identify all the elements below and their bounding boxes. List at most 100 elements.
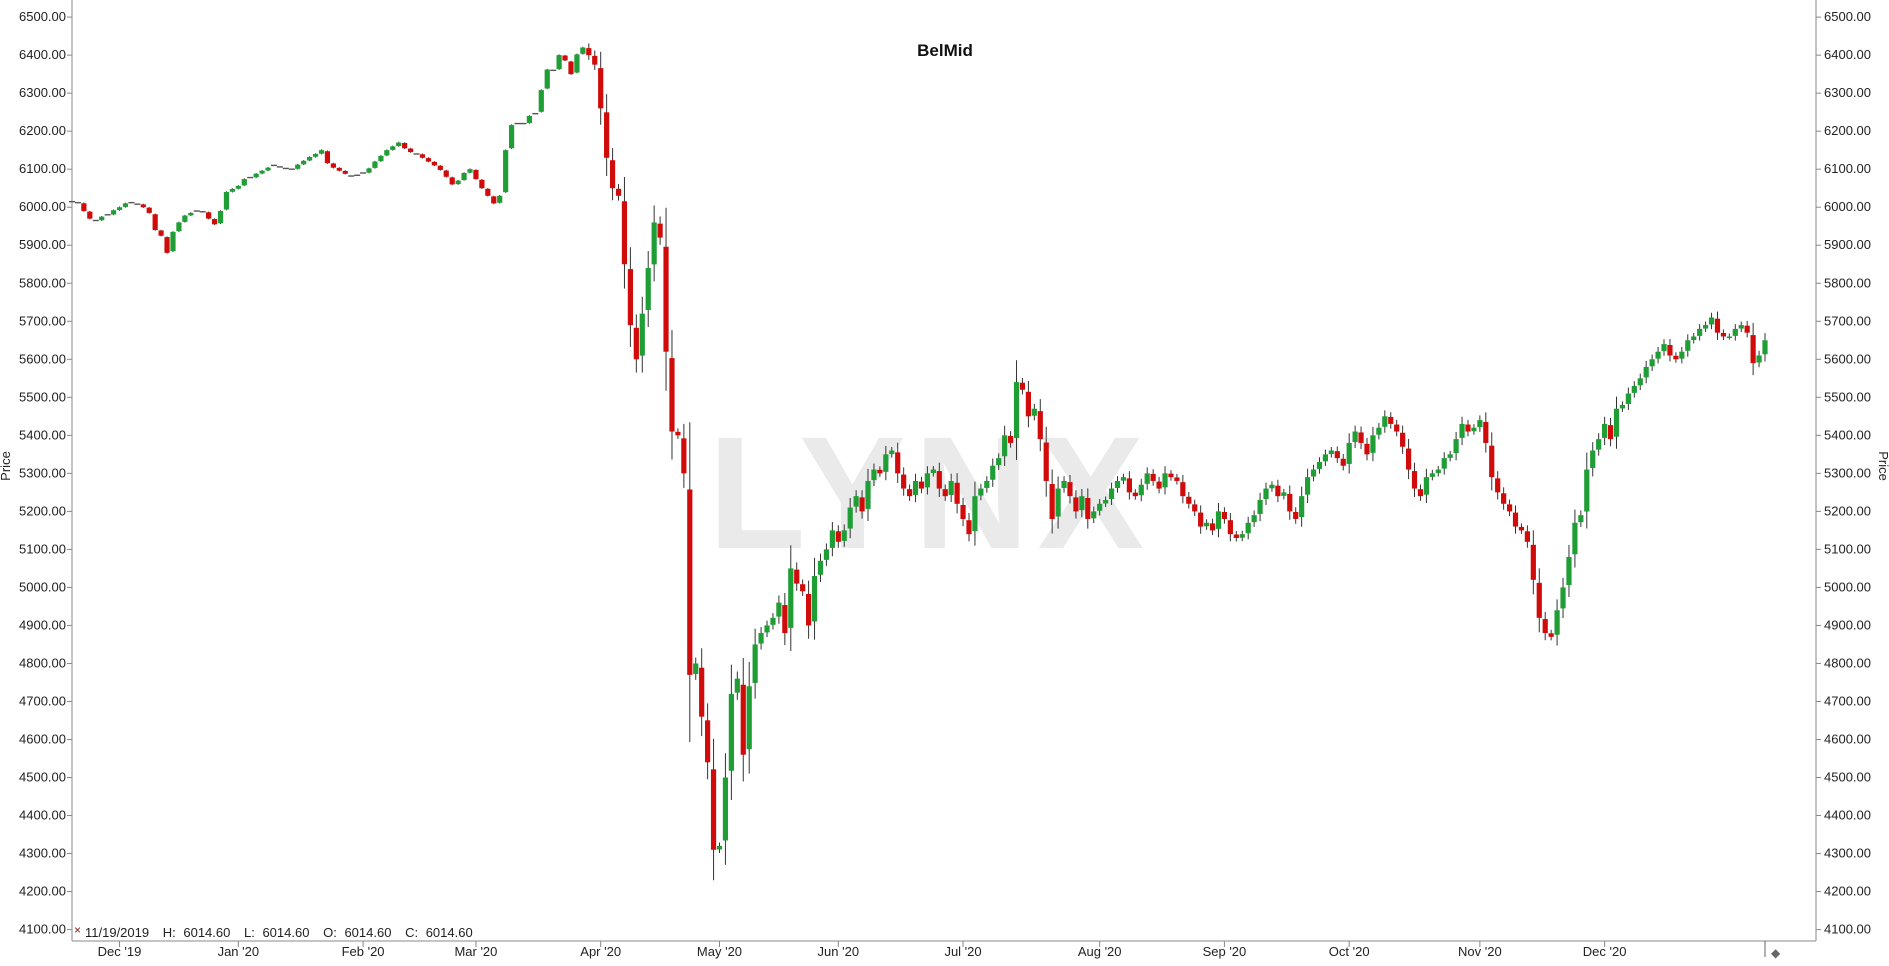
candle-body bbox=[1204, 522, 1210, 527]
candle-body bbox=[1495, 478, 1501, 493]
y-tick-label-left: 4900.00 bbox=[19, 617, 66, 632]
candle bbox=[1186, 492, 1192, 509]
candle-body bbox=[1245, 522, 1251, 534]
candle bbox=[1126, 471, 1132, 500]
candle-body bbox=[188, 212, 194, 216]
candle bbox=[574, 53, 580, 74]
candle-body bbox=[734, 678, 740, 693]
candle-body bbox=[1762, 340, 1768, 355]
candle bbox=[1625, 387, 1631, 410]
candle-body bbox=[817, 560, 824, 575]
candle bbox=[1334, 446, 1340, 463]
candle bbox=[396, 141, 402, 147]
y-tick-label-right: 4400.00 bbox=[1824, 808, 1871, 823]
scroll-arrow-icon[interactable]: ◆ bbox=[1771, 946, 1781, 960]
candle bbox=[811, 557, 818, 640]
candle bbox=[402, 142, 408, 150]
candle-body bbox=[81, 203, 87, 212]
candle-body bbox=[776, 602, 782, 617]
candle bbox=[1209, 518, 1216, 536]
candle bbox=[1304, 468, 1311, 504]
candle bbox=[996, 453, 1002, 470]
candle-body bbox=[146, 207, 152, 213]
candle bbox=[1512, 505, 1519, 534]
candle bbox=[378, 155, 384, 162]
candle bbox=[461, 172, 467, 181]
candle-body bbox=[693, 663, 699, 674]
candle bbox=[1275, 479, 1281, 503]
candle-body bbox=[1518, 526, 1525, 531]
candle-body bbox=[1061, 480, 1067, 488]
y-tick-label-right: 4600.00 bbox=[1824, 731, 1871, 746]
candle-body bbox=[1667, 344, 1673, 356]
candle bbox=[265, 166, 271, 172]
candle bbox=[223, 191, 230, 211]
candle-body bbox=[1702, 325, 1709, 329]
candle bbox=[1108, 482, 1115, 506]
candle bbox=[1043, 426, 1049, 497]
candle-body bbox=[1174, 477, 1180, 481]
y-tick-label-right: 5000.00 bbox=[1824, 579, 1871, 594]
candle-body bbox=[1405, 448, 1412, 470]
candle-body bbox=[972, 496, 978, 532]
candle-body bbox=[485, 188, 491, 196]
candle bbox=[604, 94, 610, 176]
candle-body bbox=[906, 489, 913, 497]
candle bbox=[1477, 415, 1483, 432]
candle-body bbox=[1025, 391, 1031, 417]
candle bbox=[1144, 467, 1150, 490]
candle-body bbox=[538, 90, 544, 112]
candle bbox=[1221, 507, 1228, 524]
candle-body bbox=[336, 167, 342, 171]
candle-body bbox=[901, 474, 907, 489]
candle bbox=[1548, 629, 1554, 641]
candle bbox=[1037, 399, 1043, 452]
candle-body bbox=[782, 605, 788, 634]
candle-body bbox=[1085, 497, 1091, 519]
candle-body bbox=[1263, 488, 1269, 500]
candle-body bbox=[419, 154, 426, 158]
candle bbox=[1441, 452, 1447, 475]
candle bbox=[1667, 339, 1673, 362]
candle-body bbox=[1572, 522, 1578, 555]
y-tick-label-right: 4900.00 bbox=[1824, 617, 1871, 632]
candle bbox=[1536, 568, 1542, 633]
candle bbox=[1013, 360, 1020, 460]
candle-body bbox=[806, 593, 812, 626]
candle-body bbox=[443, 170, 449, 177]
candle bbox=[1613, 396, 1620, 449]
candle-body bbox=[330, 163, 336, 168]
candle-body bbox=[586, 48, 592, 56]
candle-body bbox=[182, 215, 188, 222]
candle-body bbox=[621, 201, 628, 265]
candle bbox=[776, 595, 782, 624]
y-tick-label-right: 5800.00 bbox=[1824, 275, 1871, 290]
candle-body bbox=[1180, 482, 1186, 497]
candle-body bbox=[1483, 421, 1489, 443]
candle-body bbox=[1346, 442, 1352, 464]
candle bbox=[1637, 373, 1643, 391]
candle-body bbox=[425, 158, 432, 162]
candle bbox=[1233, 530, 1239, 542]
candle bbox=[1524, 525, 1530, 548]
candle-body bbox=[544, 69, 550, 89]
candle bbox=[912, 473, 919, 503]
candle bbox=[479, 179, 485, 189]
candle-body bbox=[479, 179, 485, 189]
candle bbox=[681, 423, 687, 488]
candle-body bbox=[1132, 492, 1138, 497]
candle bbox=[1376, 422, 1382, 440]
y-tick-label-right: 4100.00 bbox=[1824, 922, 1871, 937]
candle-body bbox=[312, 153, 319, 157]
y-tick-label-right: 4700.00 bbox=[1824, 693, 1871, 708]
candle bbox=[562, 54, 568, 62]
candle-body bbox=[592, 55, 598, 65]
candle-body bbox=[1388, 416, 1394, 424]
y-tick-label-right: 6400.00 bbox=[1824, 47, 1871, 62]
y-tick-label-right: 5900.00 bbox=[1824, 237, 1871, 252]
candle bbox=[1661, 339, 1667, 356]
readout-high-label: H: bbox=[163, 925, 176, 940]
candle bbox=[342, 170, 348, 175]
candle-body bbox=[657, 223, 663, 238]
x-tick-label: Jan '20 bbox=[218, 944, 260, 959]
